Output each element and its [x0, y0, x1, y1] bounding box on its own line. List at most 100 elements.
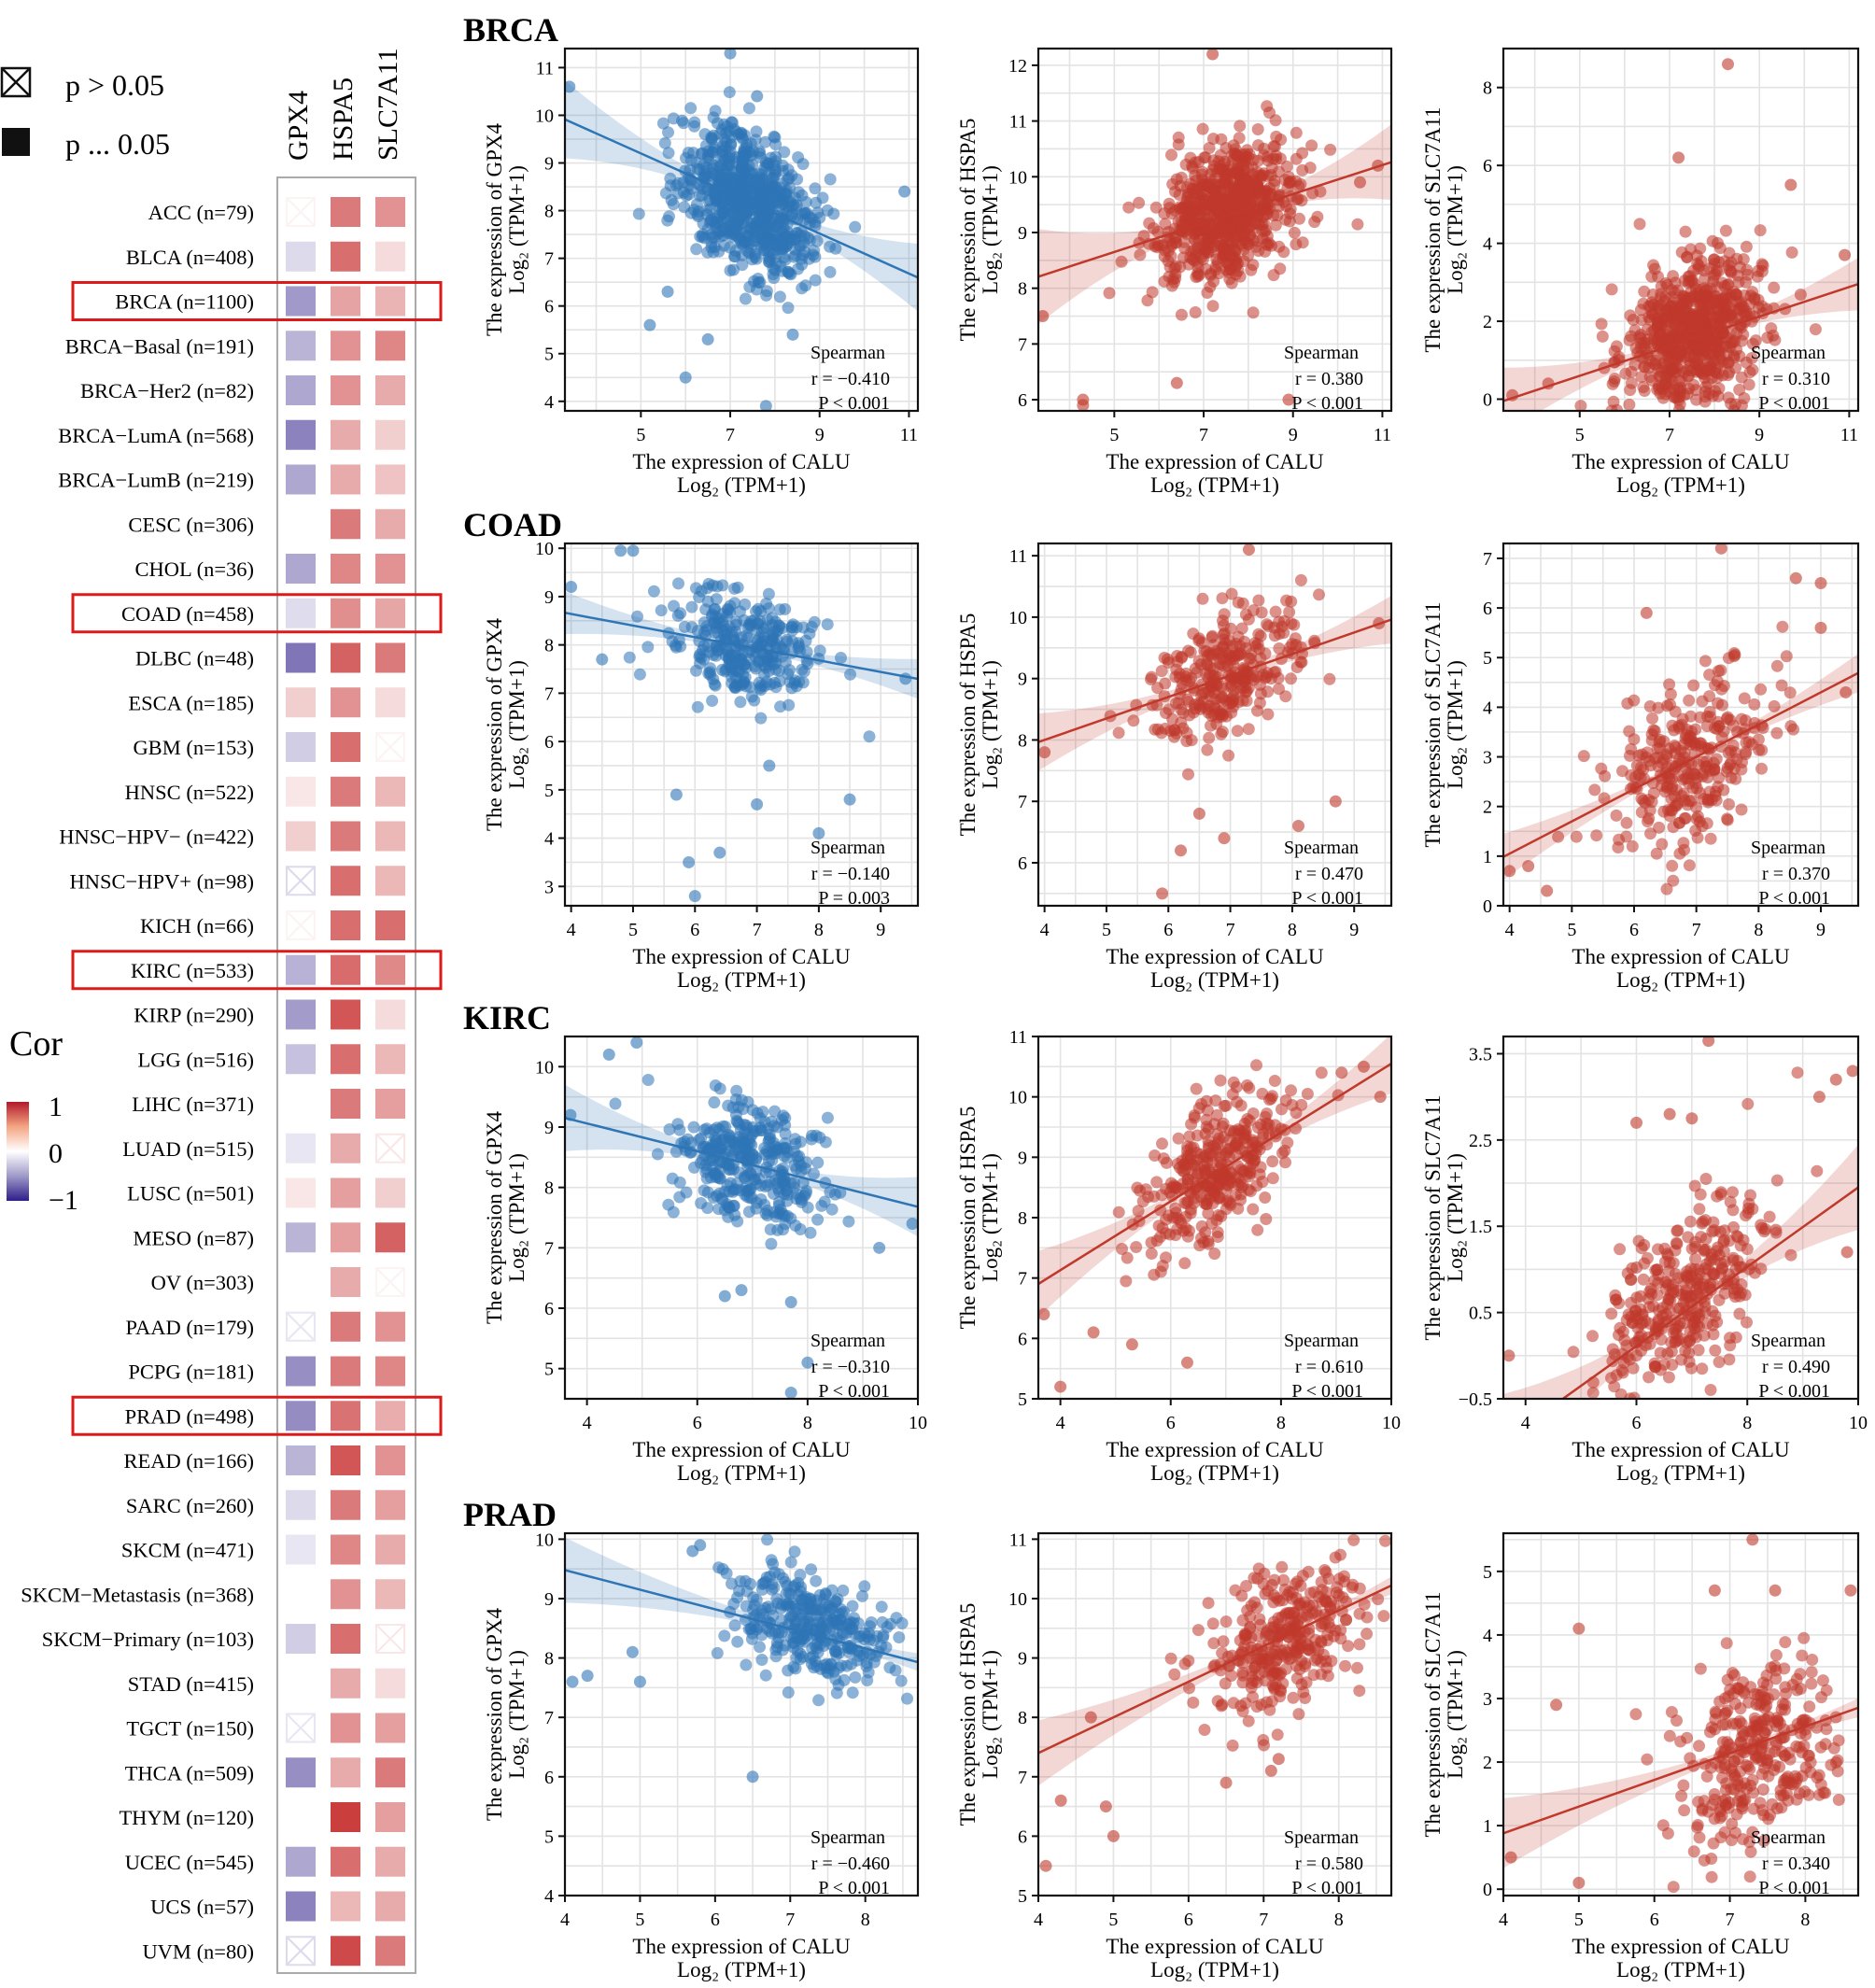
cor-tick-label: 1: [49, 1092, 63, 1122]
data-point: [727, 263, 740, 276]
data-point: [1134, 248, 1147, 261]
data-point: [1645, 374, 1658, 387]
heatmap-cell: [331, 866, 360, 896]
not-significant-label: p > 0.05: [65, 68, 164, 102]
data-point: [1675, 790, 1688, 802]
data-point: [827, 207, 840, 220]
heatmap-cell: [375, 1401, 405, 1431]
data-point: [791, 227, 804, 240]
data-point: [1596, 330, 1609, 343]
data-point: [627, 544, 640, 557]
data-point: [1692, 758, 1705, 771]
data-point: [779, 602, 792, 615]
heatmap-row-label: BLCA (n=408): [126, 246, 254, 269]
heatmap-row-label: SARC (n=260): [126, 1494, 254, 1517]
data-point: [1205, 267, 1217, 280]
data-point: [1770, 659, 1783, 672]
x-tick-label: 7: [726, 425, 735, 445]
heatmap-row-label: BRCA−LumB (n=219): [58, 469, 254, 492]
data-point: [1725, 771, 1738, 784]
data-point: [1236, 682, 1249, 695]
regression-line: [1038, 1063, 1391, 1286]
data-point: [1087, 1326, 1100, 1339]
data-point: [677, 117, 690, 130]
data-point: [713, 1082, 726, 1095]
x-axis-subtitle: Log₂ (TPM+1): [1150, 473, 1279, 497]
heatmap-cell-ns-cross: [286, 509, 316, 539]
data-point: [678, 201, 691, 214]
data-point: [1814, 621, 1827, 634]
data-point: [695, 1197, 708, 1209]
data-point: [1666, 859, 1679, 872]
data-point: [756, 174, 769, 187]
data-point: [781, 1194, 794, 1207]
data-point: [811, 1156, 825, 1169]
data-point: [725, 131, 738, 144]
y-axis-title: The expression of SLC7A11: [1421, 1095, 1445, 1341]
data-point: [751, 797, 764, 811]
y-tick-label: 10: [535, 539, 554, 559]
y-axis-subtitle: Log₂ (TPM+1): [1444, 165, 1467, 294]
y-axis-title: The expression of GPX4: [483, 1110, 506, 1324]
data-point: [768, 658, 780, 671]
heatmap-row-label: ACC (n=79): [148, 201, 254, 224]
y-tick-label: 6: [1483, 156, 1492, 176]
data-point: [1232, 1160, 1245, 1173]
data-point: [1738, 692, 1751, 705]
stats-r-label: r = 0.490: [1762, 1357, 1830, 1377]
data-point: [1625, 376, 1638, 389]
data-point: [1676, 329, 1689, 342]
data-point: [1121, 1251, 1134, 1264]
heatmap-cell: [331, 464, 360, 495]
data-point: [1252, 1121, 1264, 1135]
data-point: [1656, 838, 1669, 851]
data-point: [843, 793, 856, 806]
data-point: [1737, 253, 1750, 266]
x-tick-label: 7: [1692, 920, 1701, 940]
data-point: [809, 182, 822, 195]
data-point: [1646, 337, 1659, 350]
stats-method-label: Spearman: [1284, 1331, 1359, 1351]
heatmap-cell: [286, 375, 316, 405]
data-point: [1644, 759, 1657, 772]
data-point: [728, 582, 740, 595]
data-point: [705, 610, 718, 623]
y-axis-title: The expression of HSPA5: [956, 119, 980, 342]
data-point: [1677, 738, 1690, 751]
data-point: [685, 600, 698, 613]
data-point: [1570, 830, 1583, 843]
data-point: [1768, 281, 1781, 294]
data-point: [1679, 1345, 1692, 1357]
data-point: [801, 1356, 814, 1369]
data-point: [1635, 1242, 1648, 1255]
data-point: [773, 675, 786, 687]
heatmap-cell: [331, 1445, 360, 1475]
data-point: [1219, 155, 1232, 168]
data-points: [565, 1533, 918, 1784]
data-point: [1329, 795, 1342, 808]
data-point: [1234, 120, 1247, 133]
stats-r-label: r = −0.310: [811, 1357, 890, 1377]
heatmap-cell: [375, 554, 405, 584]
data-point: [1552, 830, 1565, 843]
heatmap-cell-ns-cross: [286, 1713, 316, 1743]
stats-p-label: P < 0.001: [1291, 888, 1363, 909]
x-axis-title: The expression of CALU: [1572, 450, 1790, 473]
data-point: [1713, 771, 1726, 784]
data-point: [1708, 253, 1721, 266]
data-point: [1196, 686, 1209, 699]
data-point: [1222, 697, 1235, 710]
data-point: [1626, 1262, 1639, 1275]
data-point: [691, 700, 704, 713]
data-point: [1282, 393, 1295, 406]
heatmap-cell: [331, 1311, 360, 1342]
data-point: [1703, 705, 1716, 718]
data-point: [1192, 807, 1205, 820]
significant-legend-icon: [2, 128, 30, 156]
data-point: [1598, 792, 1611, 805]
heatmap-row-label: STAD (n=415): [128, 1672, 254, 1696]
y-tick-label: 6: [1018, 853, 1027, 874]
